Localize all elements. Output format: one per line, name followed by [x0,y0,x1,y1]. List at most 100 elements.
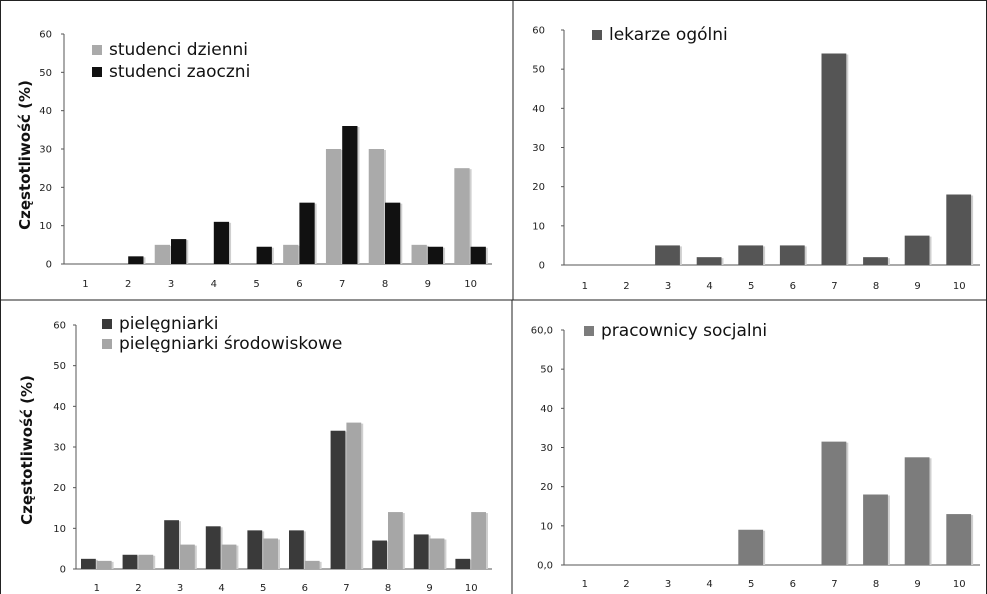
chart-studenci: 0 10 20 30 40 50 60 1 2 3 4 5 6 7 8 9 10 Częstotliwość (%… [16,30,492,290]
bar [325,149,342,264]
y-tick-label: 50 [532,65,545,76]
bar [299,202,315,264]
bar [427,246,444,264]
y-tick-label: 20 [53,483,66,494]
y-tick-label: 40 [540,404,553,415]
y-tick-label: 30 [532,143,545,154]
bar [385,202,401,264]
x-tick-label: 7 [343,583,349,594]
bar [213,221,230,264]
bar [138,554,154,569]
x-tick-label: 3 [665,281,671,292]
x-tick-label: 9 [914,281,920,292]
bar [470,246,486,264]
x-tick-label: 9 [425,279,431,290]
x-tick-label: 6 [296,279,302,290]
chart-pracownicy: 0,0 10 20 30 40 50 60,0 1 2 3 4 5 6 7 8 9 10 pracownicy s… [531,321,980,590]
y-tick-label: 10 [540,521,553,532]
y-tick-label: 0 [46,260,52,271]
y-tick-label: 30 [39,145,52,156]
y-tick-label: 50 [53,361,66,372]
y-tick-label: 40 [53,402,66,413]
legend-label: studenci dzienni [109,40,248,60]
legend-swatch [102,319,112,329]
bar [821,441,847,565]
x-tick-label: 8 [382,279,388,290]
x-tick-label: 4 [211,279,217,290]
x-tick-label: 8 [385,583,391,594]
bar [455,558,471,569]
y-tick-label: 0,0 [537,561,553,572]
x-tick-label: 3 [177,583,183,594]
y-tick-label: 60 [39,30,52,41]
x-tick-label: 7 [831,281,837,292]
bar [80,558,96,569]
y-tick-label: 20 [540,482,553,493]
x-tick-label: 8 [873,281,879,292]
bar [946,514,972,565]
bar [696,257,722,265]
y-tick-label: 20 [532,182,545,193]
bar [372,540,387,569]
bar [346,422,362,569]
bar [283,244,299,264]
bar [821,53,847,265]
bar [263,538,279,569]
bar [471,512,487,569]
bar [863,494,888,565]
bar [863,257,888,265]
bar [154,244,170,264]
y-tick-label: 60 [532,26,545,37]
y-tick-label: 30 [53,443,66,454]
y-tick-label: 10 [39,221,52,232]
legend-label: studenci zaoczni [109,62,250,82]
y-tick-label: 20 [39,183,52,194]
x-tick-label: 7 [339,279,345,290]
bar [256,246,272,264]
x-tick-label: 10 [465,583,478,594]
x-tick-label: 9 [426,583,432,594]
bar [411,244,427,264]
bar [288,530,304,569]
legend-swatch [584,326,594,336]
y-axis-label: Częstotliwość (%) [18,375,36,525]
bar [330,430,346,569]
y-tick-label: 60,0 [531,326,553,337]
chart-lekarze: 0 10 20 30 40 50 60 1 2 3 4 5 6 7 8 9 10 lekarze ogólni [532,25,980,292]
bar [96,560,112,569]
x-tick-label: 2 [623,281,629,292]
bar [122,554,138,569]
legend-label: pielęgniarki środowiskowe [119,334,342,354]
bar [205,526,221,569]
bar [388,512,403,569]
x-tick-label: 2 [125,279,131,290]
x-tick-label: 4 [706,281,712,292]
x-tick-label: 6 [302,583,308,594]
x-tick-label: 4 [218,583,224,594]
x-tick-label: 1 [582,579,588,590]
x-tick-label: 1 [582,281,588,292]
x-tick-label: 5 [748,281,754,292]
legend-swatch [92,67,102,77]
x-tick-label: 7 [831,579,837,590]
x-tick-label: 3 [665,579,671,590]
legend-swatch [102,339,112,349]
x-tick-label: 5 [253,279,259,290]
y-tick-label: 60 [53,321,66,332]
bar [904,457,930,565]
y-axis-label: Częstotliwość (%) [16,80,34,230]
legend-swatch [92,45,102,55]
bar [946,194,972,265]
legend-label: pracownicy socjalni [601,321,767,341]
bar [413,534,429,569]
bar [655,245,680,265]
bar [247,530,263,569]
bar [304,560,320,569]
x-tick-label: 5 [260,583,266,594]
bar [221,544,237,569]
x-tick-label: 2 [623,579,629,590]
x-tick-label: 1 [82,279,88,290]
x-tick-label: 3 [168,279,174,290]
bar [738,245,764,265]
